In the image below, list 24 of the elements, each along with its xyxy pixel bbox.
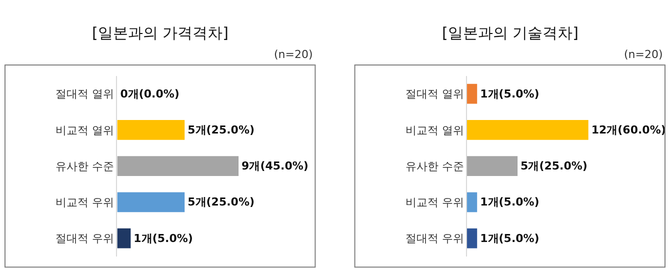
data-label: 5개(25.0%) bbox=[188, 196, 254, 209]
y-tick-label: 절대적 우위 bbox=[56, 232, 114, 246]
y-tick-label: 절대적 열위 bbox=[56, 88, 114, 101]
y-tick-label: 비교적 우위 bbox=[405, 196, 464, 210]
text: (n=20) bbox=[274, 48, 313, 61]
y-tick-label: 유사한 수준 bbox=[56, 160, 114, 173]
y-tick-label: 절대적 우위 bbox=[405, 232, 464, 246]
text: (n=20) bbox=[624, 48, 663, 61]
data-label: 1개(5.0%) bbox=[480, 196, 540, 209]
y-tick-label: 비교적 열위 bbox=[405, 124, 464, 137]
y-tick-label: 비교적 우위 bbox=[56, 196, 114, 210]
data-label: 5개(25.0%) bbox=[520, 160, 588, 173]
data-label: 1개(5.0%) bbox=[480, 87, 540, 100]
y-tick-label: 절대적 열위 bbox=[405, 88, 464, 101]
data-label: 12개(60.0%) bbox=[591, 123, 666, 136]
y-tick-label: 유사한 수준 bbox=[405, 160, 464, 173]
data-label: 9개(45.0%) bbox=[242, 160, 308, 173]
data-label: 5개(25.0%) bbox=[188, 123, 254, 136]
chart-title: [일본과의 기술격차] bbox=[442, 24, 578, 42]
y-tick-label: 비교적 열위 bbox=[56, 124, 114, 137]
data-label: 1개(5.0%) bbox=[480, 232, 540, 245]
data-label: 1개(5.0%) bbox=[134, 232, 193, 245]
data-label: 0개(0.0%) bbox=[120, 87, 180, 100]
chart-title: [일본과의 가격격차] bbox=[92, 24, 228, 42]
